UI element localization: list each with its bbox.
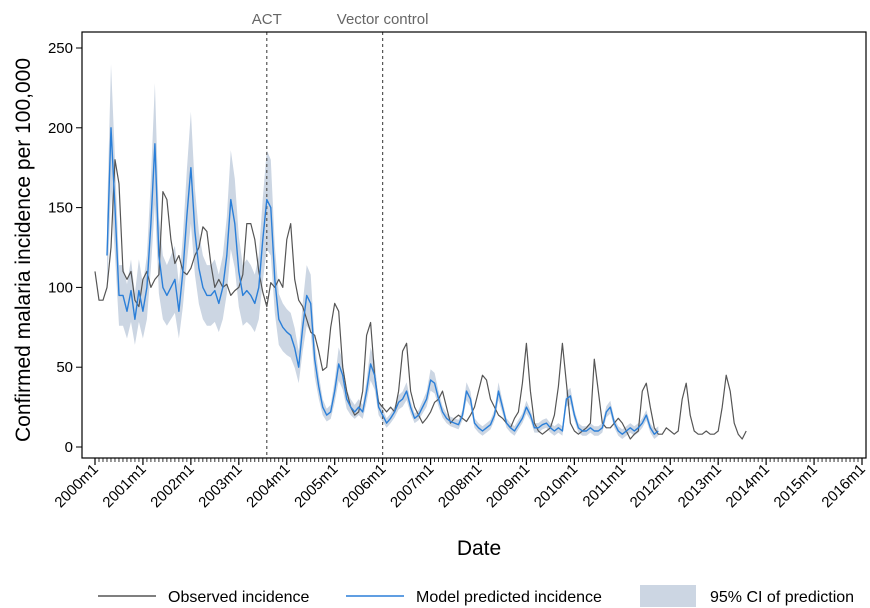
legend-label-predicted: Model predicted incidence	[416, 589, 602, 606]
y-tick-label-3: 150	[48, 200, 73, 217]
intervention-lines: ACT Vector control	[252, 11, 429, 458]
series-observed-line	[94, 159, 747, 440]
x-tick-label-12: 2012m1	[627, 461, 677, 511]
x-tick-label-1: 2001m1	[99, 461, 149, 511]
y-tick-label-0: 0	[65, 439, 73, 456]
y-tick-label-5: 250	[48, 40, 73, 57]
x-tick-label-3: 2003m1	[195, 461, 245, 511]
x-tick-label-5: 2005m1	[291, 461, 341, 511]
x-tick-label-2: 2002m1	[147, 461, 197, 511]
x-tick-label-11: 2011m1	[580, 461, 630, 511]
intervention-label-0: ACT	[252, 11, 282, 28]
x-tick-label-16: 2016m1	[818, 461, 868, 511]
x-tick-label-6: 2006m1	[339, 461, 389, 511]
series-layer	[94, 127, 747, 440]
legend-swatch-ci	[640, 585, 696, 607]
y-tick-label-1: 50	[56, 359, 73, 376]
x-tick-label-14: 2014m1	[723, 461, 773, 511]
x-axis-title: Date	[457, 537, 501, 560]
series-predicted-line	[106, 127, 659, 435]
plot-frame	[81, 31, 867, 459]
x-tick-label-15: 2015m1	[771, 461, 821, 511]
intervention-label-1: Vector control	[337, 11, 429, 28]
x-tick-label-9: 2009m1	[483, 461, 533, 511]
legend-label-ci: 95% CI of prediction	[710, 589, 854, 606]
x-tick-label-8: 2008m1	[435, 461, 485, 511]
x-tick-label-10: 2010m1	[531, 461, 581, 511]
legend: Observed incidence Model predicted incid…	[98, 585, 854, 607]
y-axis-title: Confirmed malaria incidence per 100,000	[12, 58, 35, 442]
legend-label-observed: Observed incidence	[168, 589, 310, 606]
x-tick-label-13: 2013m1	[675, 461, 725, 511]
y-tick-label-4: 200	[48, 120, 73, 137]
x-tick-label-4: 2004m1	[243, 461, 293, 511]
x-tick-label-0: 2000m1	[51, 461, 101, 511]
x-tick-label-7: 2007m1	[387, 461, 437, 511]
y-tick-label-2: 100	[48, 279, 73, 296]
